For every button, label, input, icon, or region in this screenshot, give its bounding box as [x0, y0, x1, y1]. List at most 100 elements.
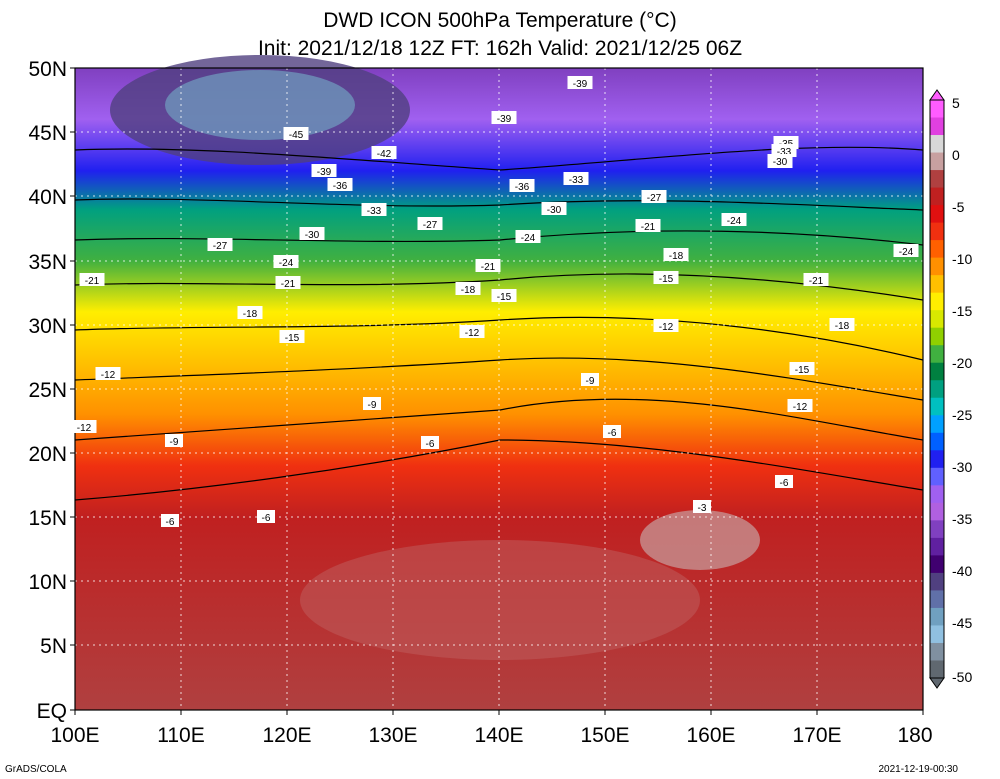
contour-label: -6: [780, 478, 789, 489]
lon-label: 150E: [580, 724, 629, 747]
lat-label: 35N: [28, 251, 67, 274]
contour-label-bg: [459, 325, 485, 338]
colorbar-segment: [930, 467, 944, 486]
contour-label-bg: [371, 146, 397, 159]
contour-label-bg: [95, 367, 121, 380]
colorbar-segment: [930, 450, 944, 469]
lat-label: 20N: [28, 443, 67, 466]
contour-label-bg: [491, 111, 517, 124]
contour-label-bg: [311, 164, 337, 177]
contour-label: -27: [647, 193, 662, 204]
contour-label-bg: [455, 282, 481, 295]
colorbar-segment: [930, 642, 944, 661]
colorbar-segment: [930, 625, 944, 644]
colorbar-label: -50: [952, 669, 972, 685]
contour-label-bg: [275, 276, 301, 289]
colorbar-label: -15: [952, 303, 972, 319]
colorbar-segment: [930, 327, 944, 346]
lat-label: 45N: [28, 122, 67, 145]
contour-label: -18: [669, 251, 684, 262]
colorbar-segment: [930, 135, 944, 154]
contour-label-bg: [279, 330, 305, 343]
contour-label: -39: [497, 114, 512, 125]
contour-label-bg: [641, 190, 667, 203]
latitude-labels: 50N 45N 40N 35N 30N 25N 20N 15N 10N 5N E…: [28, 58, 67, 723]
colorbar-segment: [930, 502, 944, 521]
contour-label-bg: [635, 219, 661, 232]
contour-label-bg: [803, 273, 829, 286]
contour-label: -36: [515, 182, 530, 193]
lon-label: 160E: [686, 724, 735, 747]
contour-label: -15: [497, 292, 512, 303]
contour-label: -9: [170, 437, 179, 448]
colorbar-segment: [930, 187, 944, 206]
colorbar-frame: [929, 99, 945, 679]
contour-label-bg: [207, 238, 233, 251]
contour-label-bg: [237, 306, 263, 319]
contour-label-bg: [71, 420, 97, 433]
warm-region: [640, 510, 760, 570]
contour-label: -12: [101, 370, 116, 381]
contour-label: -15: [659, 274, 674, 285]
colorbar-label: -45: [952, 615, 972, 631]
contour-label: -24: [279, 258, 294, 269]
contour-value-labels: -45-42-39-39-39-36-36-33-33-30-30-30-27-…: [71, 76, 919, 528]
lat-label: 10N: [28, 571, 67, 594]
colorbar-segment: [930, 117, 944, 136]
contour-label-bg: [603, 425, 621, 438]
contour-label-bg: [653, 319, 679, 332]
contour-label: -30: [305, 230, 320, 241]
colorbar-segment: [930, 257, 944, 276]
footer-credit: GrADS/COLA: [5, 764, 67, 775]
longitude-labels: 100E 110E 120E 130E 140E 150E 160E 170E …: [50, 724, 932, 747]
colorbar-label: -30: [952, 459, 972, 475]
contour-label: -24: [727, 216, 742, 227]
lat-label: 5N: [40, 635, 67, 658]
colorbar-label: -5: [952, 199, 965, 215]
contour-label: -6: [262, 513, 271, 524]
contour-label: -18: [461, 285, 476, 296]
lon-label: 110E: [157, 724, 205, 747]
contour-label-bg: [273, 255, 299, 268]
contour-label: -9: [368, 400, 377, 411]
contour-label-bg: [417, 217, 443, 230]
colorbar-segment: [930, 380, 944, 399]
contour-label: -24: [899, 247, 914, 258]
contour-label-bg: [515, 230, 541, 243]
colorbar-segment: [930, 205, 944, 224]
contour-label-bg: [257, 510, 275, 523]
colorbar-segment: [930, 222, 944, 241]
colorbar-label: -40: [952, 563, 972, 579]
contour-label: -12: [465, 328, 480, 339]
contour-label: -12: [793, 402, 808, 413]
contour-label: -6: [426, 439, 435, 450]
contour-label: -27: [213, 241, 228, 252]
contour-label-bg: [767, 154, 793, 167]
contour-label-bg: [283, 127, 309, 140]
lon-label: 100E: [50, 724, 99, 747]
contour-label: -21: [85, 276, 100, 287]
contour-label: -15: [795, 365, 810, 376]
colorbar-segment: [930, 590, 944, 609]
lat-label: 15N: [28, 507, 67, 530]
colorbar-segment: [930, 292, 944, 311]
cold-core-center: [165, 70, 355, 140]
colorbar-segment: [930, 415, 944, 434]
contour-label-bg: [693, 500, 711, 513]
contour-label-bg: [771, 144, 797, 157]
lat-label: 50N: [28, 58, 67, 81]
lon-label: 180: [897, 724, 932, 747]
lon-label: 170E: [792, 724, 841, 747]
colorbar-segment: [930, 240, 944, 259]
contour-label: -12: [77, 423, 92, 434]
colorbar-segment: [930, 362, 944, 381]
contour-label: -18: [243, 309, 258, 320]
contour-label-bg: [787, 399, 813, 412]
contour-label: -15: [285, 333, 300, 344]
colorbar-label: -20: [952, 355, 972, 371]
contour-label: -42: [377, 149, 392, 160]
colorbar-segment: [930, 310, 944, 329]
contour-label: -18: [835, 321, 850, 332]
contour-label-bg: [829, 318, 855, 331]
